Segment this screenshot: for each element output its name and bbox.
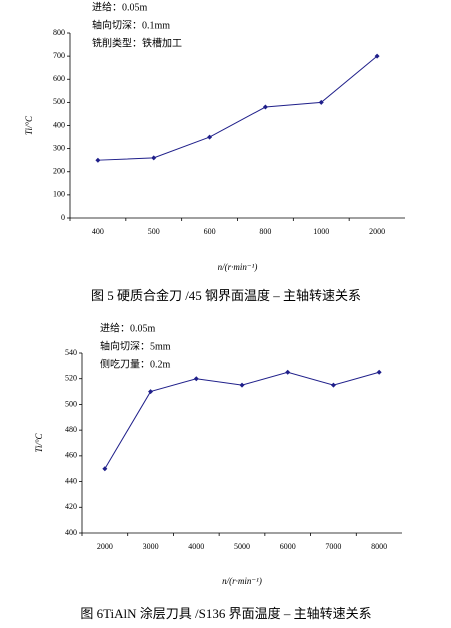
x-tick-label: 7000 xyxy=(325,542,341,551)
x-axis-label: n/(r·min⁻¹) xyxy=(218,262,258,272)
data-point xyxy=(95,157,101,163)
y-tick-label: 800 xyxy=(53,28,65,37)
y-tick-label: 200 xyxy=(53,167,65,176)
y-tick-label: 540 xyxy=(65,348,77,357)
x-tick-label: 4000 xyxy=(188,542,204,551)
data-point xyxy=(374,53,380,59)
annotation: 铣削类型：铁槽加工 xyxy=(92,36,182,49)
y-tick-label: 300 xyxy=(53,143,65,152)
x-tick-label: 1000 xyxy=(313,227,329,236)
y-axis-label: Ti/°C xyxy=(24,115,34,135)
annotation: 侧吃刀量：0.2m xyxy=(100,357,170,370)
x-tick-label: 8000 xyxy=(371,542,387,551)
y-tick-label: 600 xyxy=(53,74,65,83)
data-line xyxy=(97,55,378,161)
data-point xyxy=(376,369,382,375)
caption: 图 6TiAlN 涂层刀具 /S136 界面温度 – 主轴转速关系 xyxy=(80,606,371,621)
x-tick-label: 600 xyxy=(204,227,216,236)
y-tick-label: 100 xyxy=(53,190,65,199)
y-tick-label: 440 xyxy=(65,476,77,485)
data-point xyxy=(102,466,108,472)
x-tick-label: 400 xyxy=(92,227,104,236)
data-point xyxy=(193,376,199,382)
y-tick-label: 0 xyxy=(61,213,65,222)
y-axis-label: Ti/°C xyxy=(34,432,44,452)
data-point xyxy=(285,369,291,375)
y-tick-label: 460 xyxy=(65,451,77,460)
y-tick-label: 700 xyxy=(53,51,65,60)
annotation: 轴向切深：0.1mm xyxy=(92,18,170,31)
data-point xyxy=(318,99,324,105)
y-tick-label: 420 xyxy=(65,502,77,511)
x-tick-label: 2000 xyxy=(369,227,385,236)
annotation: 轴向切深：5mm xyxy=(100,339,171,352)
annotation: 进给：0.05m xyxy=(100,321,155,334)
y-tick-label: 400 xyxy=(65,528,77,537)
data-point xyxy=(151,155,157,161)
x-tick-label: 6000 xyxy=(280,542,296,551)
annotation: 进给：0.05m xyxy=(92,0,147,13)
x-tick-label: 5000 xyxy=(234,542,250,551)
y-tick-label: 400 xyxy=(53,120,65,129)
x-tick-label: 500 xyxy=(148,227,160,236)
data-point xyxy=(239,382,245,388)
x-tick-label: 800 xyxy=(259,227,271,236)
y-tick-label: 500 xyxy=(65,399,77,408)
x-tick-label: 2000 xyxy=(97,542,113,551)
data-point xyxy=(262,104,268,110)
data-point xyxy=(148,389,154,395)
caption: 图 5 硬质合金刀 /45 钢界面温度 – 主轴转速关系 xyxy=(91,288,361,303)
data-point xyxy=(207,134,213,140)
data-point xyxy=(330,382,336,388)
y-tick-label: 480 xyxy=(65,425,77,434)
x-tick-label: 3000 xyxy=(143,542,159,551)
x-axis-label: n/(r·min⁻¹) xyxy=(222,576,262,586)
y-tick-label: 520 xyxy=(65,374,77,383)
y-tick-label: 500 xyxy=(53,97,65,106)
